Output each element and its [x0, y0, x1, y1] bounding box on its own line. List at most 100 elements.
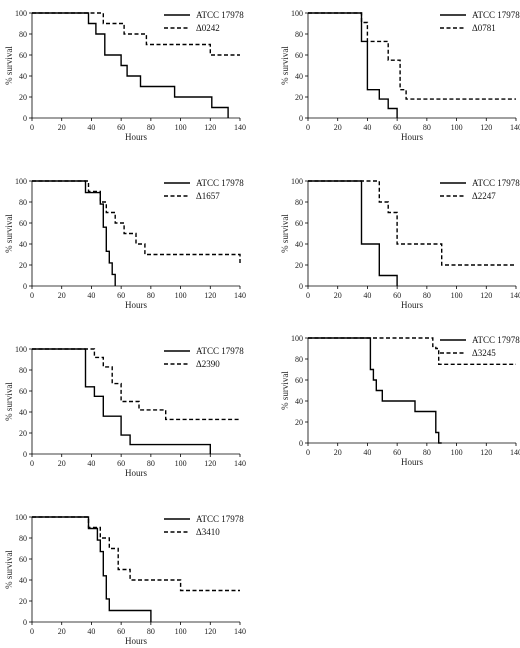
y-tick-label: 80	[19, 366, 27, 375]
x-tick-label: 20	[334, 448, 342, 457]
y-tick-label: 0	[23, 450, 27, 459]
legend-label-2: Δ2247	[472, 191, 496, 201]
x-tick-label: 40	[87, 123, 95, 132]
x-tick-label: 60	[117, 627, 125, 636]
y-tick-label: 60	[19, 219, 27, 228]
y-tick-label: 40	[19, 240, 27, 249]
y-tick-label: 60	[295, 219, 303, 228]
y-tick-label: 100	[15, 177, 27, 186]
y-tick-label: 100	[291, 177, 303, 186]
y-tick-label: 0	[23, 114, 27, 123]
series-line-1	[308, 180, 398, 286]
series-line-2	[308, 12, 516, 100]
legend-label-1: ATCC 17978	[472, 178, 520, 188]
legend-label-2: Δ3410	[196, 527, 220, 537]
x-tick-label: 80	[423, 448, 431, 457]
y-tick-label: 20	[19, 261, 27, 270]
y-tick-label: 0	[299, 114, 303, 123]
legend-label-2: Δ1657	[196, 191, 220, 201]
x-tick-label: 40	[363, 123, 371, 132]
x-tick-label: 120	[204, 627, 216, 636]
survival-chart-5: 0 20 40 60 80 100 120 140 0 20 40 60 80 100 Hours % sur…	[4, 345, 246, 478]
x-tick-label: 140	[234, 627, 246, 636]
x-tick-label: 0	[30, 291, 34, 300]
y-tick-label: 80	[19, 198, 27, 207]
x-tick-label: 20	[58, 291, 66, 300]
y-tick-label: 20	[295, 261, 303, 270]
y-axis-title: % survival	[280, 371, 290, 410]
series-line-2	[32, 348, 240, 421]
y-tick-label: 40	[295, 72, 303, 81]
y-tick-label: 80	[19, 534, 27, 543]
x-tick-label: 140	[510, 123, 520, 132]
y-tick-label: 80	[19, 30, 27, 39]
x-tick-label: 120	[204, 459, 216, 468]
survival-chart-2: 0 20 40 60 80 100 120 140 0 20 40 60 80 100 Hours % sur…	[280, 9, 520, 142]
legend-label-1: ATCC 17978	[472, 10, 520, 20]
series-line-2	[308, 337, 516, 365]
x-tick-label: 40	[87, 627, 95, 636]
y-tick-label: 0	[299, 439, 303, 448]
series-line-1	[32, 348, 211, 454]
x-tick-label: 60	[393, 123, 401, 132]
x-tick-label: 120	[480, 123, 492, 132]
x-tick-label: 100	[175, 627, 187, 636]
series-line-2	[32, 12, 240, 56]
y-tick-label: 40	[295, 397, 303, 406]
x-tick-label: 120	[204, 123, 216, 132]
survival-chart-7: 0 20 40 60 80 100 120 140 0 20 40 60 80 100 Hours % sur…	[4, 513, 246, 646]
survival-chart-4: 0 20 40 60 80 100 120 140 0 20 40 60 80 100 Hours % sur…	[280, 177, 520, 310]
x-tick-label: 40	[363, 291, 371, 300]
legend-label-1: ATCC 17978	[196, 514, 244, 524]
x-axis-title: Hours	[401, 457, 423, 467]
y-tick-label: 20	[295, 418, 303, 427]
legend-label-1: ATCC 17978	[196, 178, 244, 188]
x-tick-label: 0	[30, 627, 34, 636]
x-tick-label: 40	[87, 459, 95, 468]
y-tick-label: 20	[19, 429, 27, 438]
y-axis-title: % survival	[4, 214, 14, 253]
series-line-1	[308, 12, 398, 118]
x-tick-label: 100	[451, 123, 463, 132]
y-tick-label: 100	[291, 334, 303, 343]
series-line-2	[32, 180, 241, 265]
y-tick-label: 60	[295, 376, 303, 385]
x-tick-label: 60	[393, 291, 401, 300]
x-tick-label: 100	[175, 291, 187, 300]
y-axis-title: % survival	[280, 46, 290, 85]
y-tick-label: 100	[15, 513, 27, 522]
y-tick-label: 40	[19, 72, 27, 81]
survival-chart-3: 0 20 40 60 80 100 120 140 0 20 40 60 80 100 Hours % sur…	[4, 177, 246, 310]
x-tick-label: 20	[58, 459, 66, 468]
y-tick-label: 100	[15, 345, 27, 354]
series-line-2	[308, 180, 516, 266]
y-tick-label: 100	[291, 9, 303, 18]
survival-chart-1: 0 20 40 60 80 100 120 140 0 20 40 60 80 100 Hours % sur…	[4, 9, 246, 142]
series-line-1	[32, 12, 229, 118]
x-tick-label: 100	[451, 448, 463, 457]
x-tick-label: 120	[204, 291, 216, 300]
x-tick-label: 80	[423, 291, 431, 300]
y-tick-label: 60	[19, 51, 27, 60]
series-line-2	[32, 516, 240, 592]
x-tick-label: 80	[147, 291, 155, 300]
x-tick-label: 40	[363, 448, 371, 457]
y-tick-label: 80	[295, 198, 303, 207]
x-tick-label: 140	[510, 291, 520, 300]
x-tick-label: 80	[147, 459, 155, 468]
y-axis-title: % survival	[4, 382, 14, 421]
y-tick-label: 0	[23, 282, 27, 291]
x-axis-title: Hours	[125, 636, 147, 646]
y-tick-label: 60	[295, 51, 303, 60]
legend-label-1: ATCC 17978	[472, 335, 520, 345]
legend-label-2: Δ3245	[472, 348, 496, 358]
x-axis-title: Hours	[125, 468, 147, 478]
y-tick-label: 40	[19, 576, 27, 585]
series-line-1	[308, 337, 442, 444]
legend-label-2: Δ0242	[196, 23, 220, 33]
y-tick-label: 60	[19, 387, 27, 396]
x-tick-label: 120	[480, 291, 492, 300]
x-tick-label: 0	[306, 123, 310, 132]
y-tick-label: 80	[295, 30, 303, 39]
x-tick-label: 80	[147, 627, 155, 636]
